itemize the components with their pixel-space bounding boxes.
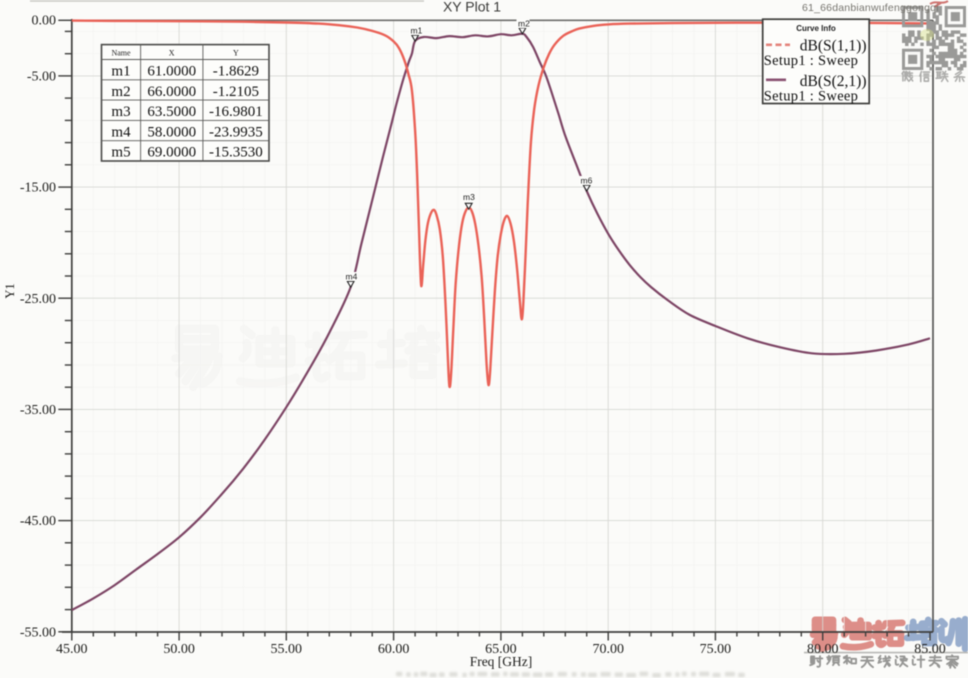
svg-text:m4: m4 (111, 124, 131, 140)
svg-text:-35.00: -35.00 (20, 403, 56, 418)
svg-text:61_66danbianwufenggongqi: 61_66danbianwufenggongqi (802, 2, 939, 14)
svg-text:Setup1 : Sweep: Setup1 : Sweep (764, 53, 858, 69)
svg-text:75.00: 75.00 (700, 642, 732, 657)
svg-text:-15.00: -15.00 (20, 181, 56, 196)
svg-text:65.00: 65.00 (485, 642, 517, 657)
svg-text:80.00: 80.00 (807, 642, 839, 657)
svg-text:61.0000: 61.0000 (147, 64, 196, 80)
svg-text:m1: m1 (411, 26, 423, 36)
svg-text:m3: m3 (463, 192, 475, 202)
svg-text:45.00: 45.00 (56, 642, 88, 657)
svg-text:dB(S(2,1)): dB(S(2,1)) (800, 73, 867, 90)
svg-text:-25.00: -25.00 (20, 292, 56, 307)
svg-text:69.0000: 69.0000 (147, 145, 196, 161)
svg-text:70.00: 70.00 (592, 642, 624, 657)
svg-text:Setup1 : Sweep: Setup1 : Sweep (764, 89, 858, 105)
svg-text:Y: Y (233, 49, 239, 58)
svg-text:58.0000: 58.0000 (147, 124, 196, 140)
svg-text:m1: m1 (111, 64, 130, 80)
svg-text:XY Plot 1: XY Plot 1 (443, 0, 501, 15)
svg-text:-55.00: -55.00 (20, 625, 56, 640)
svg-text:66.0000: 66.0000 (147, 84, 196, 100)
svg-text:-15.3530: -15.3530 (209, 145, 263, 161)
svg-text:Freq [GHz]: Freq [GHz] (470, 654, 533, 669)
svg-text:60.00: 60.00 (378, 642, 410, 657)
svg-text:-1.2105: -1.2105 (213, 84, 259, 100)
svg-text:m2: m2 (111, 84, 130, 100)
svg-text:85.00: 85.00 (914, 642, 946, 657)
svg-text:63.5000: 63.5000 (147, 104, 196, 120)
svg-text:m2: m2 (518, 19, 530, 29)
svg-text:-16.9801: -16.9801 (209, 104, 263, 120)
svg-text:Y1: Y1 (3, 283, 17, 298)
svg-text:m3: m3 (111, 104, 130, 120)
svg-text:50.00: 50.00 (163, 642, 195, 657)
svg-text:X: X (169, 49, 175, 58)
svg-text:Name: Name (111, 49, 131, 58)
svg-text:-5.00: -5.00 (27, 69, 56, 84)
svg-text:Curve Info: Curve Info (796, 24, 836, 33)
svg-text:m5: m5 (111, 145, 130, 161)
svg-text:-45.00: -45.00 (20, 514, 56, 529)
svg-text:dB(S(1,1)): dB(S(1,1)) (800, 38, 867, 55)
svg-text:m6: m6 (581, 176, 593, 186)
svg-text:-1.8629: -1.8629 (213, 64, 259, 80)
svg-text:-23.9935: -23.9935 (209, 124, 263, 140)
svg-text:m4: m4 (346, 272, 358, 282)
svg-text:55.00: 55.00 (271, 642, 303, 657)
svg-text:0.00: 0.00 (32, 14, 57, 29)
